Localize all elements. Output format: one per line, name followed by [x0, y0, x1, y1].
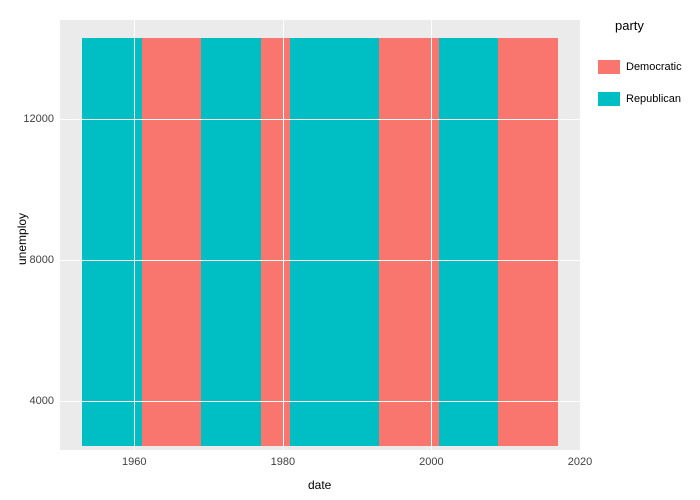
legend-title: party	[615, 18, 644, 33]
x-tick-label: 2020	[568, 456, 592, 468]
legend-label: Republican	[626, 93, 681, 105]
legend-item-democratic: Democratic	[598, 60, 682, 74]
gridline-h	[60, 260, 580, 261]
gridline-v	[431, 20, 432, 450]
x-axis-label: date	[308, 478, 331, 492]
legend-swatch	[598, 60, 620, 74]
gridline-v	[580, 20, 581, 450]
legend-swatch	[598, 92, 620, 106]
legend-item-republican: Republican	[598, 92, 682, 106]
gridline-v	[134, 20, 135, 450]
chart-container: party DemocraticRepublican unemploy date…	[0, 0, 700, 500]
gridline-h	[60, 119, 580, 120]
gridlines	[60, 20, 580, 450]
x-tick-label: 1960	[122, 456, 146, 468]
gridline-v	[283, 20, 284, 450]
gridline-h	[60, 401, 580, 402]
legend: Democratic Republican	[598, 60, 682, 106]
x-tick-label: 1980	[271, 456, 295, 468]
y-tick-label: 8000	[14, 254, 54, 266]
plot-area: 1960198020002020 4000800012000	[60, 20, 580, 450]
y-tick-label: 4000	[14, 395, 54, 407]
y-tick-label: 12000	[14, 113, 54, 125]
x-tick-label: 2000	[419, 456, 443, 468]
legend-label: Democratic	[626, 61, 682, 73]
